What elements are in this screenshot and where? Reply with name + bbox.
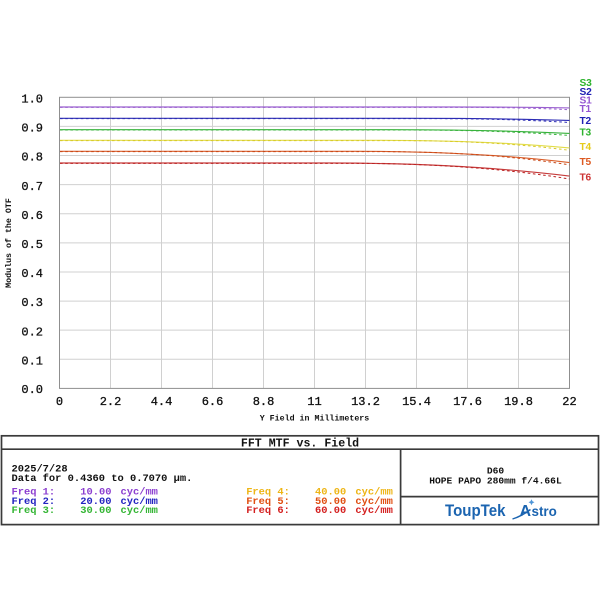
svg-text:cyc/mm: cyc/mm — [121, 496, 158, 508]
svg-text:T5: T5 — [580, 157, 592, 168]
svg-text:30.00: 30.00 — [80, 505, 111, 517]
svg-text:Freq 5:: Freq 5: — [246, 496, 290, 508]
svg-text:11: 11 — [307, 395, 321, 409]
svg-text:ToupTek: ToupTek — [445, 503, 506, 521]
svg-text:0.4: 0.4 — [21, 267, 43, 281]
svg-text:stro: stro — [532, 504, 557, 519]
svg-text:2025/7/28: 2025/7/28 — [12, 464, 68, 476]
svg-text:0.2: 0.2 — [21, 325, 43, 339]
svg-text:15.4: 15.4 — [402, 395, 431, 409]
svg-text:40.00: 40.00 — [315, 486, 346, 498]
svg-text:0.8: 0.8 — [21, 151, 43, 165]
svg-text:T1: T1 — [580, 104, 592, 115]
svg-text:Freq 4:: Freq 4: — [246, 486, 290, 498]
svg-text:cyc/mm: cyc/mm — [355, 486, 392, 498]
svg-text:0.7: 0.7 — [21, 180, 43, 194]
svg-text:cyc/mm: cyc/mm — [355, 496, 392, 508]
svg-text:T2: T2 — [580, 116, 592, 127]
svg-text:Freq 2:: Freq 2: — [12, 496, 56, 508]
svg-text:10.00: 10.00 — [80, 486, 111, 498]
svg-text:1.0: 1.0 — [21, 93, 43, 107]
svg-text:cyc/mm: cyc/mm — [355, 505, 392, 517]
svg-text:0.3: 0.3 — [21, 296, 43, 310]
svg-text:Freq 1:: Freq 1: — [12, 486, 56, 498]
svg-text:8.8: 8.8 — [253, 395, 275, 409]
svg-text:S2: S2 — [580, 87, 593, 98]
svg-text:22: 22 — [562, 395, 576, 409]
svg-text:T4: T4 — [580, 142, 592, 153]
svg-text:2.2: 2.2 — [100, 395, 122, 409]
svg-text:0.9: 0.9 — [21, 122, 43, 136]
svg-text:0.1: 0.1 — [21, 354, 43, 368]
svg-text:Freq 3:: Freq 3: — [12, 505, 56, 517]
svg-text:cyc/mm: cyc/mm — [121, 505, 158, 517]
svg-text:T3: T3 — [580, 127, 592, 138]
svg-text:17.6: 17.6 — [453, 395, 482, 409]
svg-text:S1: S1 — [580, 95, 593, 106]
svg-text:0.6: 0.6 — [21, 209, 43, 223]
svg-text:Modulus of the OTF: Modulus of the OTF — [4, 198, 14, 288]
svg-text:0.5: 0.5 — [21, 238, 43, 252]
svg-text:cyc/mm: cyc/mm — [121, 486, 158, 498]
svg-text:19.8: 19.8 — [504, 395, 533, 409]
svg-text:S3: S3 — [580, 78, 593, 89]
svg-text:D60: D60 — [487, 465, 505, 476]
svg-text:A: A — [520, 503, 532, 520]
svg-text:0.0: 0.0 — [21, 383, 43, 397]
svg-text:HOPE PAPO 280mm f/4.66L: HOPE PAPO 280mm f/4.66L — [429, 476, 562, 487]
svg-text:6.6: 6.6 — [202, 395, 224, 409]
svg-text:4.4: 4.4 — [151, 395, 173, 409]
svg-text:60.00: 60.00 — [315, 505, 346, 517]
svg-text:T6: T6 — [580, 172, 592, 183]
svg-text:Freq 6:: Freq 6: — [246, 505, 290, 517]
svg-text:50.00: 50.00 — [315, 496, 346, 508]
svg-text:Data for 0.4360 to 0.7070 µm.: Data for 0.4360 to 0.7070 µm. — [12, 473, 193, 485]
svg-text:FFT MTF vs. Field: FFT MTF vs. Field — [241, 437, 359, 450]
svg-text:0: 0 — [56, 395, 63, 409]
svg-text:13.2: 13.2 — [351, 395, 380, 409]
svg-text:Y Field in Millimeters: Y Field in Millimeters — [260, 414, 370, 424]
svg-text:20.00: 20.00 — [80, 496, 111, 508]
